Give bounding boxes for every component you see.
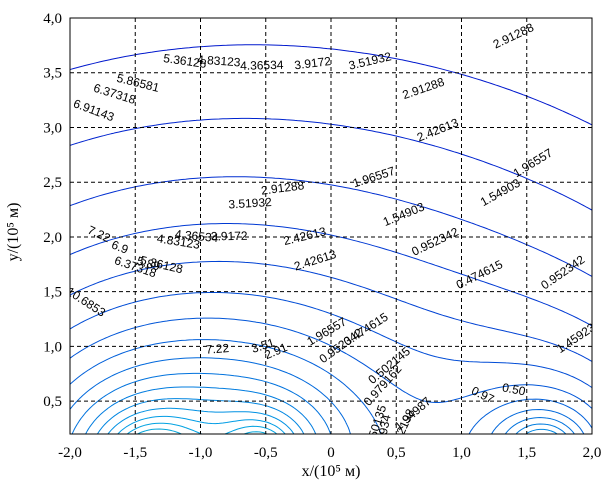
contour-label: 0.50 [501,380,527,398]
contour-label: 2.91288 [260,178,305,198]
contour-line-3 [70,176,592,277]
contour-line-9 [70,357,585,434]
y-tick-label: 3,5 [43,66,62,82]
x-tick-label: 2,0 [583,445,602,461]
contour-line-13 [107,407,295,434]
x-tick-labels: -2,0 -1,5 -1,0 -0,5 0 0,5 1,0 1,5 2,0 [58,445,601,461]
contour-line-8 [70,339,592,434]
contour-label: 3.9172 [211,229,248,244]
y-axis-label: y/(10⁵ м) [5,203,22,262]
contour-label: 4.36534 [240,58,284,73]
contour-label: 4.36534 [174,227,219,245]
y-tick-label: 4,0 [43,11,62,27]
contour-label: 4.83123 [156,231,201,252]
y-tick-label: 2,5 [43,175,62,191]
y-tick-label: 1,0 [43,339,62,355]
x-tick-label: -1,0 [189,445,213,461]
y-tick-label: 0,5 [43,394,62,410]
y-tick-labels: 0,5 1,0 1,5 2,0 2,5 3,0 3,5 4,0 [43,11,62,410]
contour-line-10 [71,372,575,434]
contour-label: 6.9 [110,238,131,257]
x-tick-label: 1,0 [452,445,471,461]
contour-label: 4.83123 [197,53,242,70]
contour-line-16 [137,428,268,434]
grid-lines [70,18,592,434]
x-tick-label: 1,5 [517,445,536,461]
contour-line-6 [70,292,592,389]
contour-label: 7.22 [205,341,230,357]
contour-label: 3.51 [250,335,277,356]
x-tick-label: -2,0 [58,445,82,461]
plot-frame [69,17,593,435]
contour-label: 5.36128 [163,51,208,71]
x-tick-label: 0 [327,445,335,461]
x-tick-label: 0,5 [387,445,406,461]
y-tick-label: 2,0 [43,230,62,246]
contour-label: 5.89 [135,254,162,274]
y-tick-label: 1,5 [43,285,62,301]
x-tick-label: -1,5 [123,445,147,461]
contour-line-1 [70,44,592,126]
contour-line-5 [70,260,592,362]
contour-label: 3.9172 [294,54,332,72]
contour-line-4 [70,223,592,327]
contour-label: 3.51932 [228,195,272,211]
x-axis-label: x/(10⁵ м) [302,463,361,480]
y-tick-label: 3,0 [43,120,62,136]
x-tick-label: -0,5 [254,445,278,461]
